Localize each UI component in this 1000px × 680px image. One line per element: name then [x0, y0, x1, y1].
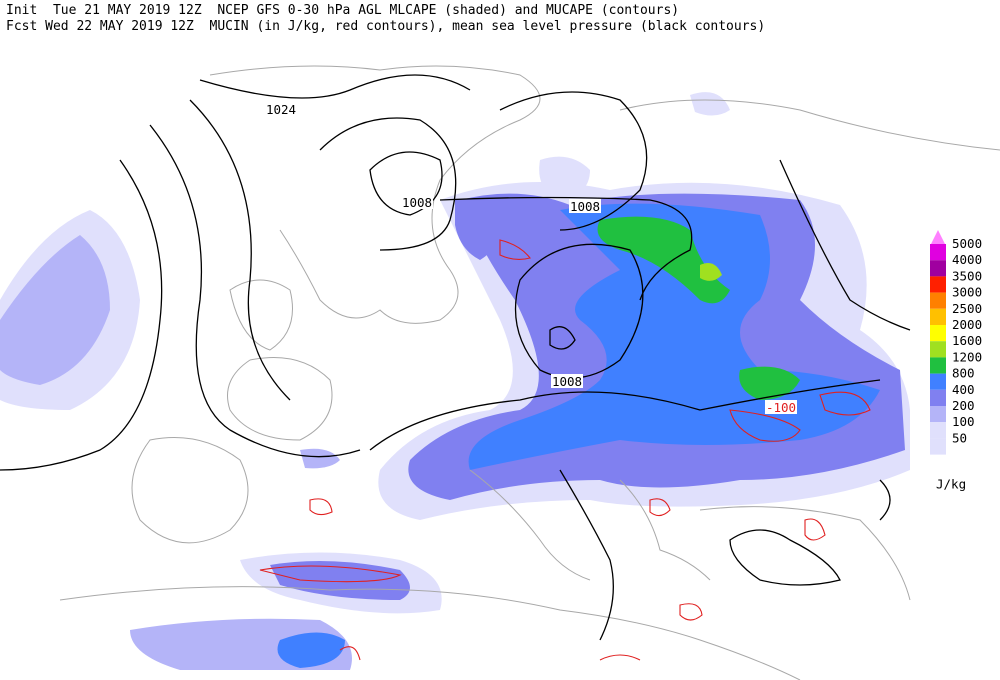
legend-label: 3500: [952, 268, 982, 283]
legend-label: 5000: [952, 236, 982, 251]
legend-swatch: [930, 292, 946, 309]
legend-swatch: [930, 357, 946, 374]
header-line: Fcst Wed 22 MAY 2019 12Z MUCIN (in J/kg,…: [6, 19, 765, 34]
legend-label: 3000: [952, 285, 982, 300]
legend-label: 4000: [952, 252, 982, 267]
label-background: [765, 400, 797, 414]
legend-unit: J/kg: [936, 476, 966, 491]
contour-label: 1008: [402, 195, 432, 210]
legend-swatch: [930, 438, 946, 455]
label-background: [265, 102, 297, 116]
label-background: [569, 199, 601, 213]
legend-label: 1200: [952, 349, 982, 364]
legend-swatch: [930, 341, 946, 358]
legend-label: 2000: [952, 317, 982, 332]
legend-label: 200: [952, 398, 975, 413]
legend-label: 50: [952, 430, 967, 445]
legend-label: 400: [952, 382, 975, 397]
legend-swatch: [930, 422, 946, 439]
legend-swatch: [930, 244, 946, 261]
isobars: [0, 74, 911, 641]
legend-swatch: [930, 260, 946, 277]
legend-swatch: [930, 325, 946, 342]
label-background: [401, 195, 433, 209]
cin-contours: [259, 239, 871, 661]
contour-label: 1024: [266, 102, 296, 117]
contour-label: 1008: [552, 374, 582, 389]
label-background: [551, 374, 583, 388]
legend-swatch: [930, 373, 946, 390]
legend-swatch: [930, 389, 946, 406]
legend-label: 2500: [952, 301, 982, 316]
contour-label: 1008: [570, 199, 600, 214]
legend-swatch: [930, 276, 946, 293]
legend-triangle: [930, 230, 946, 246]
legend-swatch: [930, 406, 946, 423]
legend-label: 1600: [952, 333, 982, 348]
cape-shading: [0, 92, 910, 670]
legend-label: 800: [952, 366, 975, 381]
header-line: Init Tue 21 MAY 2019 12Z NCEP GFS 0-30 h…: [6, 3, 679, 18]
legend-swatch: [930, 308, 946, 325]
legend-label: 100: [952, 414, 975, 429]
contour-label: -100: [766, 400, 796, 415]
coastlines: [59, 65, 1000, 680]
